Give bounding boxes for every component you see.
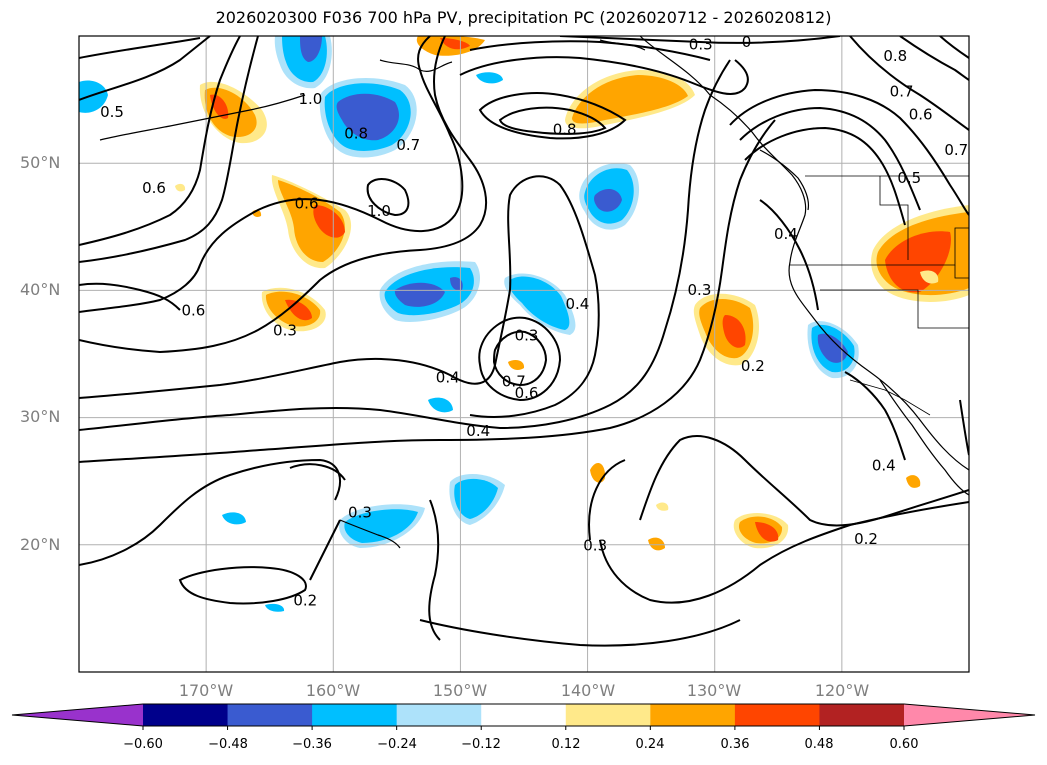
map-title: 2026020300 F036 700 hPa PV, precipitatio… [215, 8, 832, 27]
contour-label: 0.4 [774, 225, 798, 243]
political-borders [790, 175, 969, 416]
contour-label: 0.3 [688, 281, 712, 299]
colorbar-tick-label: 0.36 [720, 737, 750, 752]
lon-label-170w: 170°W [178, 681, 234, 700]
colorbar-segment [819, 704, 905, 726]
lon-label-130w: 130°W [686, 681, 742, 700]
lat-label-40n: 40°N [20, 280, 61, 299]
contour-label: 0.6 [295, 194, 319, 212]
contour-label: 0.4 [466, 422, 490, 440]
colorbar-segment [143, 704, 229, 726]
colorbar-tick-label: 0.48 [804, 737, 834, 752]
contour-label: 0.3 [515, 327, 539, 345]
contour-label: 0.6 [515, 384, 539, 402]
colorbar-tick-label: 0.12 [551, 737, 581, 752]
contour-label: 0.4 [436, 369, 460, 387]
contour-label: 0.6 [909, 105, 933, 123]
contour-label: 0.3 [348, 504, 372, 522]
colorbar-extend-max [904, 704, 1035, 726]
contour-label: 0.4 [872, 456, 896, 474]
positive-anomaly-areas [175, 36, 969, 551]
contour-label: 0.5 [897, 169, 921, 187]
pv-contours [79, 36, 969, 647]
contour-label: 0.7 [502, 372, 526, 390]
colorbar-tick-label: −0.12 [461, 737, 501, 752]
colorbar-tick-label: −0.48 [208, 737, 248, 752]
lat-label-30n: 30°N [20, 407, 61, 426]
lat-label-50n: 50°N [20, 153, 61, 172]
contour-label: 1.0 [367, 202, 391, 220]
gridlines [79, 36, 969, 672]
precip-anomaly-shading [79, 36, 969, 612]
contour-label: 0.6 [142, 179, 166, 197]
contour-label: 0.8 [344, 124, 368, 142]
lon-label-140w: 140°W [560, 681, 616, 700]
lat-label-20n: 20°N [20, 535, 61, 554]
contour-label: 0.5 [100, 103, 124, 121]
contour-label: 0.8 [553, 121, 577, 139]
colorbar-tick-label: −0.36 [292, 737, 332, 752]
colorbar-segment [227, 704, 313, 726]
colorbar-segment [396, 704, 482, 726]
colorbar-segment [481, 704, 567, 726]
contour-label: 0.4 [565, 295, 589, 313]
colorbar-segment [734, 704, 820, 726]
contour-label: 0.7 [396, 136, 420, 154]
colorbar-segment [650, 704, 736, 726]
contour-label: 0.2 [293, 591, 317, 609]
colorbar [11, 703, 1036, 730]
contour-label: 0.2 [854, 530, 878, 548]
lon-label-150w: 150°W [432, 681, 488, 700]
colorbar-extend-min [12, 704, 143, 726]
colorbar-segment [312, 704, 398, 726]
contour-label: 0.7 [944, 141, 968, 159]
colorbar-tick-label: 0.24 [635, 737, 665, 752]
colorbar-segment [565, 704, 651, 726]
negative-anomaly-areas [79, 36, 859, 612]
contour-label: 0.7 [890, 82, 914, 100]
lon-label-160w: 160°W [305, 681, 361, 700]
contour-label: 0 [742, 33, 752, 51]
contour-labels: 0.51.00.80.70.60.6 1.00.3 00.80.70.60.70.5… [100, 33, 968, 609]
colorbar-tick-label: −0.24 [377, 737, 417, 752]
contour-label: 0.3 [583, 537, 607, 555]
colorbar-tick-label: 0.60 [889, 737, 919, 752]
contour-label: 0.2 [741, 357, 765, 375]
contour-label: 1.0 [298, 90, 322, 108]
colorbar-tick-label: −0.60 [123, 737, 163, 752]
contour-label: 0.6 [181, 301, 205, 319]
lon-label-120w: 120°W [814, 681, 870, 700]
plot-frame [78, 35, 970, 673]
contour-label: 0.3 [273, 322, 297, 340]
contour-label: 0.3 [689, 35, 713, 53]
contour-label: 0.8 [883, 47, 907, 65]
